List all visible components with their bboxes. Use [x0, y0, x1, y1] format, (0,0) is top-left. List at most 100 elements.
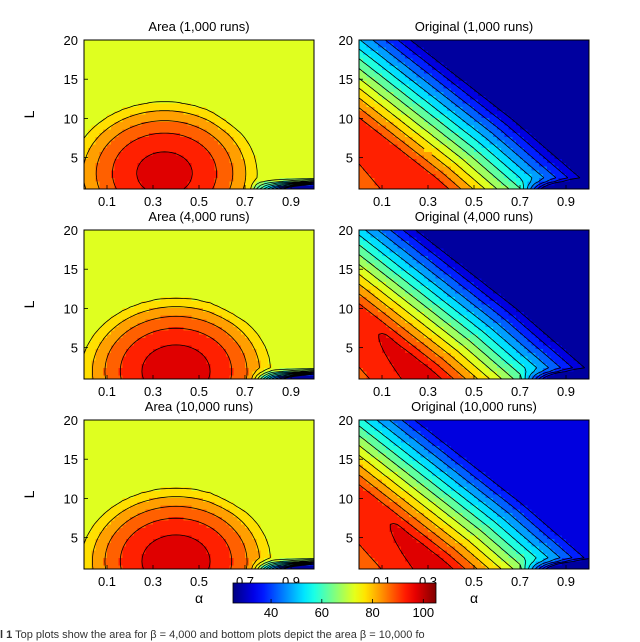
heat-cell — [585, 51, 590, 56]
heat-cell — [156, 40, 162, 45]
heat-cell — [424, 144, 429, 149]
heat-cell — [420, 110, 425, 116]
heat-cell — [516, 80, 521, 86]
heat-cell — [110, 170, 116, 175]
heat-cell — [298, 170, 304, 175]
heat-cell — [130, 133, 135, 138]
heat-cell — [458, 51, 464, 56]
heat-cell — [485, 170, 490, 175]
heat-cell — [362, 69, 368, 75]
heat-cell — [156, 88, 162, 93]
heat-cell — [172, 58, 177, 63]
heat-cell — [366, 166, 372, 171]
heat-cell — [103, 155, 108, 160]
heat-cell — [153, 77, 158, 82]
heat-cell — [520, 174, 525, 179]
heat-cell — [164, 92, 169, 97]
heat-cell — [256, 40, 261, 45]
heat-cell — [539, 133, 544, 138]
heat-cell — [195, 92, 200, 97]
heat-cell — [531, 92, 536, 97]
heat-cell — [577, 155, 582, 160]
heat-cell — [275, 133, 281, 138]
heat-cell — [566, 140, 571, 145]
heat-cell — [566, 181, 571, 186]
heat-cell — [168, 88, 173, 93]
heat-cell — [543, 58, 548, 63]
heat-cell — [585, 151, 590, 157]
heat-cell — [233, 40, 238, 45]
heat-cell — [550, 51, 556, 56]
heat-cell — [283, 155, 288, 160]
heat-cell — [187, 73, 192, 78]
heat-cell — [264, 62, 269, 67]
heat-cell — [424, 66, 429, 71]
heat-cell — [585, 144, 590, 149]
heat-cell — [210, 95, 215, 101]
heat-cell — [218, 77, 223, 82]
heat-cell — [397, 107, 402, 112]
heat-cell — [114, 177, 120, 183]
heat-cell — [470, 66, 475, 71]
heat-cell — [268, 151, 273, 157]
heat-cell — [118, 62, 123, 67]
heat-cell — [271, 66, 277, 71]
heat-cell — [397, 181, 402, 186]
heat-cell — [470, 40, 475, 45]
heat-cell — [454, 58, 460, 63]
heat-cell — [252, 144, 258, 149]
heat-cell — [110, 69, 116, 75]
heat-cell — [497, 181, 502, 186]
heat-cell — [210, 103, 215, 108]
heat-cell — [137, 148, 143, 153]
heat-cell — [291, 166, 296, 171]
heat-cell — [531, 114, 536, 119]
heat-cell — [523, 69, 529, 75]
heat-cell — [431, 118, 437, 123]
heat-cell — [283, 40, 288, 45]
heat-cell — [114, 233, 120, 239]
heat-cell — [366, 47, 372, 52]
heat-cell — [287, 230, 292, 235]
heat-cell — [229, 136, 235, 142]
heat-cell — [428, 77, 433, 82]
heat-cell — [428, 110, 433, 116]
heat-cell — [210, 107, 215, 112]
heat-cell — [176, 66, 181, 71]
heat-cell — [435, 136, 441, 142]
heat-cell — [191, 166, 196, 171]
heat-cell — [359, 51, 364, 56]
heat-cell — [179, 73, 185, 78]
heat-cell — [114, 103, 120, 108]
heat-cell — [566, 159, 571, 164]
heat-cell — [306, 62, 311, 67]
heat-cell — [302, 159, 307, 164]
heat-cell — [252, 151, 258, 157]
heat-cell — [539, 185, 544, 190]
heat-cell — [489, 181, 494, 186]
heat-cell — [424, 84, 429, 90]
heat-cell — [477, 129, 483, 134]
heat-cell — [160, 40, 166, 45]
heat-cell — [585, 40, 590, 45]
heat-cell — [87, 151, 93, 157]
heat-cell — [291, 92, 296, 97]
heat-cell — [91, 166, 97, 171]
heat-cell — [420, 166, 425, 171]
heat-cell — [512, 88, 517, 93]
heat-cell — [233, 136, 238, 142]
heat-cell — [283, 54, 288, 60]
heat-cell — [187, 114, 192, 119]
heat-cell — [245, 92, 250, 97]
heat-cell — [141, 166, 146, 171]
heat-cell — [99, 230, 104, 235]
heat-cell — [210, 125, 215, 130]
heat-cell — [558, 95, 563, 101]
heat-cell — [294, 233, 300, 239]
heat-cell — [539, 159, 544, 164]
heat-cell — [493, 110, 498, 116]
heat-cell — [543, 155, 548, 160]
heat-cell — [229, 155, 235, 160]
heat-cell — [187, 148, 192, 153]
